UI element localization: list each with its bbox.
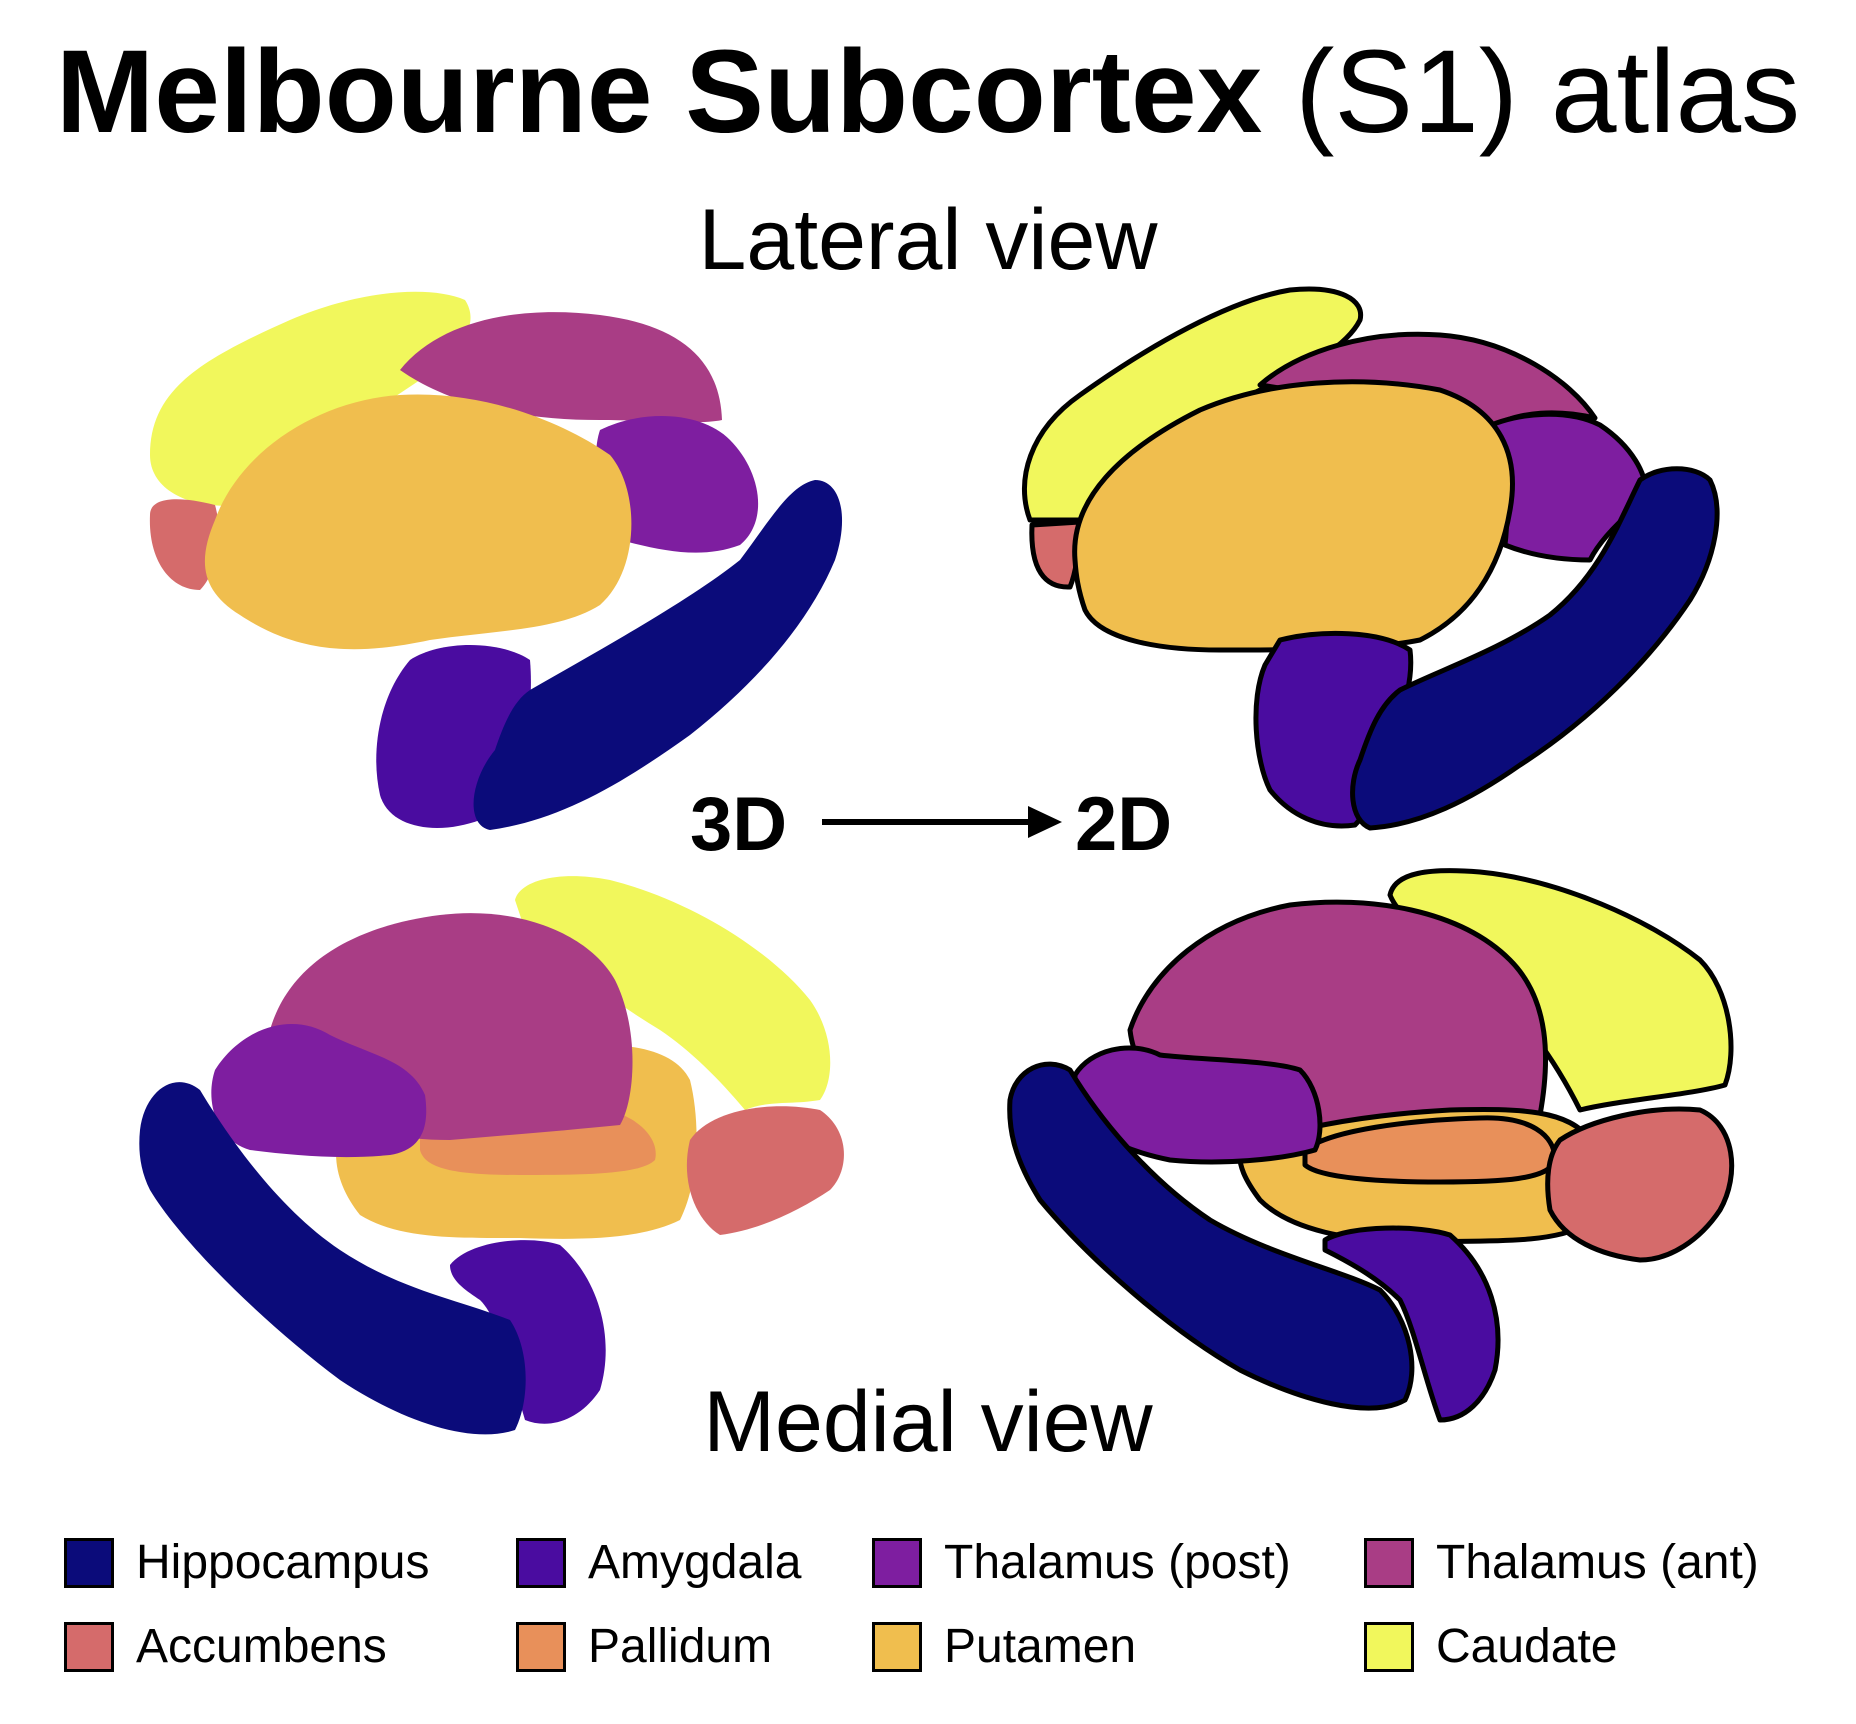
lateral-3d-caudate (150, 291, 471, 506)
medial-2d-outline (1007, 868, 1735, 1423)
medial-3d-amygdala (450, 1240, 606, 1424)
medial-2d-thalamus-post (1072, 1045, 1323, 1165)
medial-3d-hippocampus (139, 1082, 526, 1435)
conversion-arrow (822, 806, 1062, 838)
lateral-3d-putamen (204, 394, 632, 650)
lateral-3d-thalamus-ant (400, 312, 722, 423)
lateral-3d-thalamus-post (596, 416, 759, 553)
legend-item-thalamus-ant: Thalamus (ant) (1364, 1535, 1759, 1591)
legend-label: Amygdala (588, 1536, 802, 1589)
legend-item-accumbens: Accumbens (64, 1619, 387, 1675)
medial-2d-accumbens (1545, 1106, 1735, 1263)
legend-label: Thalamus (ant) (1436, 1536, 1759, 1589)
legend-swatch (516, 1622, 566, 1672)
legend-swatch (516, 1538, 566, 1588)
medial-3d-caudate (515, 876, 831, 1110)
dimension-2d-label: 2D (1075, 782, 1173, 867)
medial-3d-accumbens (686, 1106, 844, 1235)
legend-swatch (872, 1622, 922, 1672)
medial-2d-hippocampus (1007, 1061, 1415, 1411)
lateral-3d-render (149, 291, 843, 830)
legend-swatch (64, 1538, 114, 1588)
legend-item-caudate: Caudate (1364, 1619, 1617, 1675)
legend-label: Hippocampus (136, 1536, 430, 1589)
title-bold: Melbourne Subcortex (55, 26, 1263, 158)
legend-item-pallidum: Pallidum (516, 1619, 772, 1675)
legend-item-putamen: Putamen (872, 1619, 1136, 1675)
legend-swatch (872, 1538, 922, 1588)
legend-item-amygdala: Amygdala (516, 1535, 801, 1591)
legend-label: Pallidum (588, 1620, 773, 1673)
dimension-3d-label: 3D (690, 782, 788, 867)
title-normal: (S1) atlas (1295, 26, 1801, 158)
medial-2d-amygdala (1322, 1225, 1501, 1423)
legend-item-hippocampus: Hippocampus (64, 1535, 429, 1591)
lateral-view-label: Lateral view (698, 192, 1158, 288)
legend-swatch (1364, 1622, 1414, 1672)
medial-3d-thalamus-post (211, 1023, 427, 1158)
legend-label: Caudate (1436, 1620, 1618, 1673)
medial-3d-render (139, 876, 844, 1435)
lateral-2d-hippocampus (1350, 466, 1720, 831)
medial-view-label: Medial view (703, 1374, 1153, 1470)
lateral-3d-accumbens (149, 499, 220, 590)
lateral-2d-outline (1021, 286, 1720, 831)
lateral-3d-hippocampus (473, 480, 843, 830)
legend-swatch (1364, 1538, 1414, 1588)
legend-label: Putamen (944, 1620, 1137, 1673)
legend-label: Thalamus (post) (944, 1536, 1291, 1589)
figure-title: Melbourne Subcortex (S1) atlas (0, 22, 1856, 162)
lateral-2d-putamen (1072, 379, 1515, 653)
legend-swatch (64, 1622, 114, 1672)
legend-label: Accumbens (136, 1620, 387, 1673)
legend-item-thalamus-post: Thalamus (post) (872, 1535, 1291, 1591)
